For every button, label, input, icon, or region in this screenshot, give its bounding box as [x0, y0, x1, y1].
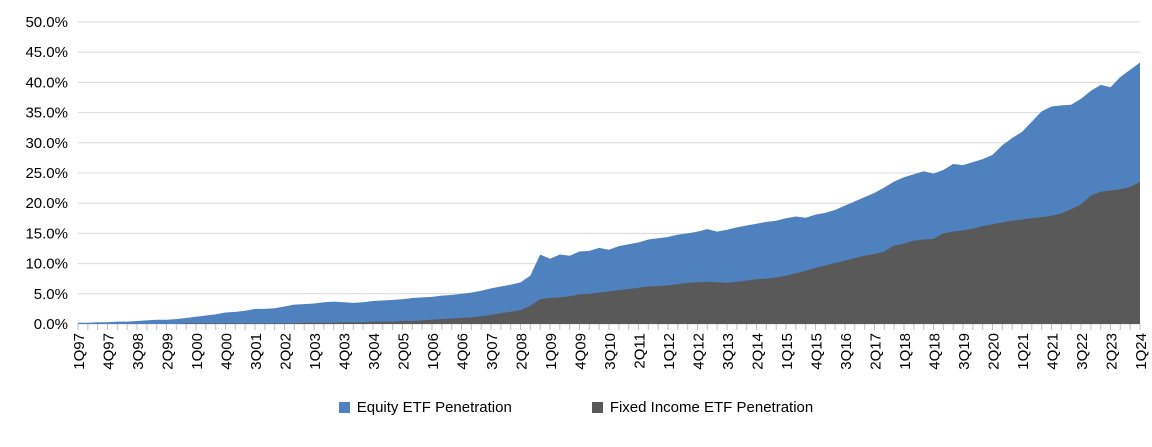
x-tick-label: 1Q06	[425, 333, 442, 370]
x-tick-label: 3Q04	[366, 333, 383, 370]
x-tick-label: 2Q11	[632, 333, 649, 369]
y-tick-label: 50.0%	[25, 14, 68, 31]
x-tick-label: 1Q03	[307, 333, 324, 370]
x-tick-label: 4Q18	[927, 333, 944, 370]
x-tick-label: 3Q98	[130, 333, 147, 370]
x-axis-ticks	[77, 324, 1141, 330]
chart-legend: Equity ETF Penetration Fixed Income ETF …	[0, 399, 1152, 416]
x-tick-label: 1Q00	[189, 333, 206, 370]
x-tick-label: 3Q07	[484, 333, 501, 370]
x-tick-label: 4Q21	[1045, 333, 1062, 370]
plot-area: 0.0% 5.0% 10.0% 15.0% 20.0% 25.0% 30.0% 35.0% 40…	[25, 14, 1150, 370]
x-tick-label: 3Q13	[720, 333, 737, 370]
y-tick-label: 0.0%	[34, 316, 68, 333]
x-tick-label: 4Q15	[809, 333, 826, 370]
x-tick-label: 3Q10	[602, 333, 619, 370]
x-tick-label: 3Q16	[838, 333, 855, 370]
y-tick-label: 25.0%	[25, 165, 68, 182]
x-tick-label: 3Q22	[1074, 333, 1091, 370]
x-tick-label: 4Q12	[691, 333, 708, 370]
x-tick-label: 1Q21	[1015, 333, 1032, 370]
chart-page: 0.0% 5.0% 10.0% 15.0% 20.0% 25.0% 30.0% 35.0% 40…	[0, 14, 1152, 416]
y-tick-label: 10.0%	[25, 256, 68, 273]
legend-item-fixed-income: Fixed Income ETF Penetration	[591, 399, 814, 416]
x-tick-label: 4Q06	[455, 333, 472, 370]
legend-label-fixed-income: Fixed Income ETF Penetration	[609, 399, 814, 416]
legend-label-equity: Equity ETF Penetration	[356, 399, 512, 416]
legend-swatch-equity-icon	[338, 402, 350, 413]
y-tick-label: 15.0%	[25, 225, 68, 242]
x-tick-label: 2Q23	[1104, 333, 1121, 370]
x-tick-label: 2Q08	[514, 333, 531, 370]
y-tick-label: 45.0%	[25, 44, 68, 61]
x-tick-label: 1Q18	[897, 333, 914, 370]
x-tick-label: 1Q24	[1133, 333, 1150, 370]
x-tick-label: 4Q03	[337, 333, 354, 370]
y-tick-label: 5.0%	[34, 286, 68, 303]
x-axis-labels: 1Q97 4Q97 3Q98 2Q99 1Q00 4Q00 3Q01 2Q02 1Q03 4Q03…	[71, 333, 1150, 370]
y-tick-label: 30.0%	[25, 135, 68, 152]
x-tick-label: 2Q05	[396, 333, 413, 370]
x-tick-label: 1Q12	[661, 333, 678, 370]
x-tick-label: 1Q09	[543, 333, 560, 370]
x-tick-label: 4Q09	[573, 333, 590, 370]
x-tick-label: 3Q01	[248, 333, 265, 370]
x-tick-label: 1Q97	[71, 333, 88, 370]
gridlines	[78, 21, 1140, 325]
x-tick-label: 2Q20	[986, 333, 1003, 370]
x-tick-label: 4Q97	[101, 333, 118, 370]
legend-item-equity: Equity ETF Penetration	[338, 399, 512, 416]
y-tick-label: 40.0%	[25, 74, 68, 91]
area-fixed-income	[78, 182, 1140, 324]
x-tick-label: 4Q00	[219, 333, 236, 370]
x-tick-label: 1Q15	[779, 333, 796, 370]
area-series	[78, 62, 1140, 324]
y-tick-label: 35.0%	[25, 105, 68, 122]
y-tick-label: 20.0%	[25, 195, 68, 212]
x-tick-label: 3Q19	[956, 333, 973, 370]
legend-swatch-fixed-income-icon	[591, 402, 603, 413]
x-tick-label: 2Q02	[278, 333, 295, 370]
x-tick-label: 2Q14	[750, 333, 767, 370]
x-tick-label: 2Q17	[868, 333, 885, 370]
y-axis-labels: 0.0% 5.0% 10.0% 15.0% 20.0% 25.0% 30.0% 35.0% 40…	[25, 14, 68, 333]
x-tick-label: 2Q99	[160, 333, 177, 370]
etf-penetration-chart: 0.0% 5.0% 10.0% 15.0% 20.0% 25.0% 30.0% 35.0% 40…	[0, 14, 1152, 416]
